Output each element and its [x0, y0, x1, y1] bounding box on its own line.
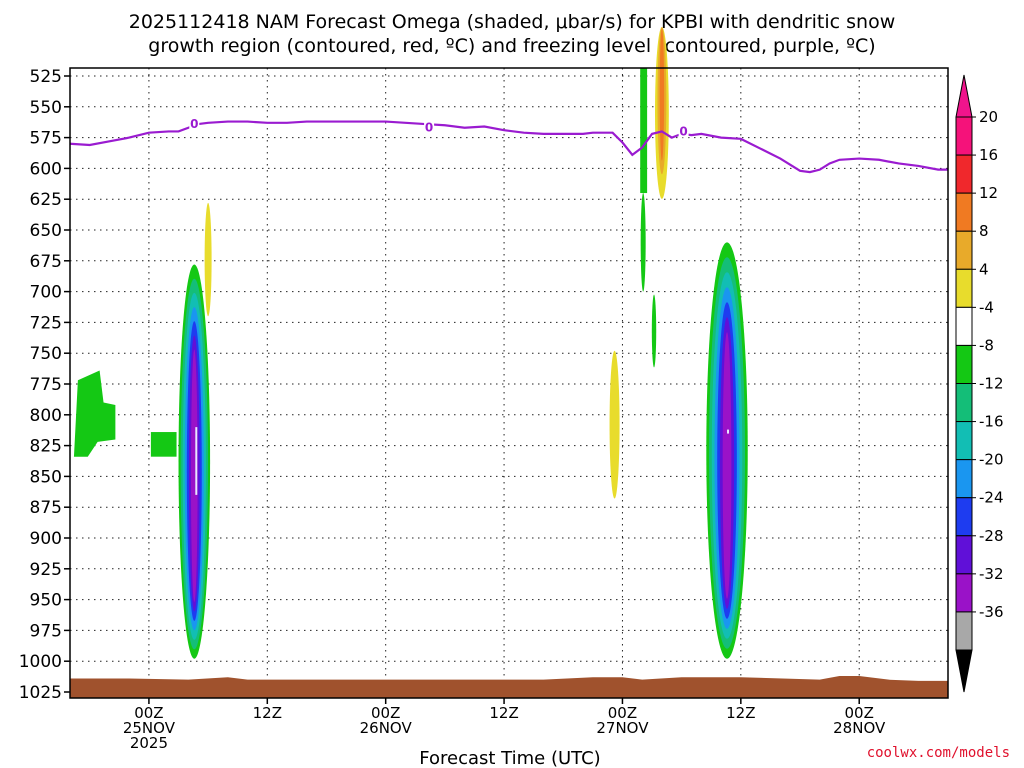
freezing-level-label: 0 [190, 117, 198, 131]
terrain-fill [70, 675, 948, 698]
colorbar-segment [955, 230, 973, 270]
rise-sliver-mid [640, 193, 646, 292]
colorbar-label: -28 [979, 527, 1004, 545]
colorbar-label: -24 [979, 489, 1004, 507]
omega-shading [73, 27, 748, 659]
y-tick-label: 950 [30, 591, 62, 611]
y-tick-label: 1025 [19, 683, 62, 703]
y-tick-label: 850 [30, 467, 62, 487]
x-tick-label: 00Z [134, 704, 163, 722]
freezing-level-label-bg [189, 117, 200, 131]
chart-title-line1: 2025112418 NAM Forecast Omega (shaded, μ… [129, 11, 896, 33]
colorbar-segment [955, 573, 973, 613]
y-tick-label: 550 [30, 98, 62, 118]
x-tick-label: 2025 [130, 734, 168, 752]
colorbar-label: -16 [979, 413, 1004, 431]
colorbar-label: -8 [979, 336, 994, 354]
y-tick-label: 775 [30, 375, 62, 395]
y-tick-label: 650 [30, 221, 62, 241]
y-tick-label: 725 [30, 313, 62, 333]
colorbar-top-arrow [955, 74, 973, 118]
colorbar-label: -4 [979, 298, 994, 316]
weak-sink-27nov [609, 350, 620, 499]
colorbar-label: -20 [979, 451, 1004, 469]
colorbar-segment [955, 344, 973, 384]
colorbar-segment [955, 535, 973, 575]
plot-area [70, 68, 948, 698]
x-tick-label: 12Z [726, 704, 755, 722]
x-tick-label: 27NOV [596, 719, 649, 737]
x-tick-label: 28NOV [833, 719, 886, 737]
colorbar-label: 4 [979, 260, 989, 278]
colorbar-segment [955, 497, 973, 537]
y-tick-label: 575 [30, 129, 62, 149]
sink-plume-core [659, 28, 665, 161]
x-tick-label: 12Z [253, 704, 282, 722]
weak-rise-blob-left [73, 370, 116, 457]
credit-text: coolwx.com/models [867, 745, 1010, 761]
colorbar-bottom-arrow [955, 649, 973, 693]
rise-sliver-top [640, 68, 648, 194]
y-tick-label: 600 [30, 159, 62, 179]
rise-sliver-low [651, 294, 657, 368]
y-tick-label: 700 [30, 283, 62, 303]
omega-column-27nov [722, 332, 732, 599]
colorbar-label: 16 [979, 146, 998, 164]
y-tick-label: 925 [30, 560, 62, 580]
colorbar-label: -36 [979, 603, 1004, 621]
x-tick-label: 25NOV [123, 719, 176, 737]
freezing-level-label-bg [424, 120, 435, 134]
y-tick-label: 625 [30, 190, 62, 210]
y-tick-label: 975 [30, 621, 62, 641]
omega-core-25nov [195, 427, 198, 495]
x-tick-label: 00Z [371, 704, 400, 722]
colorbar-segment [955, 154, 973, 194]
y-axis-ticks: 525 550 575 600 625 650 675 700 725 750 775 800 825 8… [19, 67, 70, 703]
colorbar-label: 12 [979, 184, 998, 202]
plot-frame [69, 67, 949, 699]
weak-sink-25nov [204, 202, 212, 317]
y-tick-label: 825 [30, 437, 62, 457]
y-tick-label: 875 [30, 498, 62, 518]
x-axis-label: Forecast Time (UTC) [419, 748, 600, 768]
weak-rise-blob-right [150, 432, 177, 457]
x-tick-label: 26NOV [360, 719, 413, 737]
colorbar-label: -32 [979, 565, 1004, 583]
colorbar-label: 20 [979, 108, 998, 126]
freezing-level-label: 0 [425, 121, 433, 135]
freezing-level-line [69, 120, 948, 174]
colorbar-segment [955, 459, 973, 499]
y-tick-label: 800 [30, 406, 62, 426]
x-tick-label: 00Z [608, 704, 637, 722]
colorbar-label: -12 [979, 375, 1004, 393]
omega-core-27nov [727, 429, 730, 434]
colorbar-segment [955, 421, 973, 461]
colorbar-segment [955, 383, 973, 423]
surface-terrain [70, 675, 948, 698]
colorbar-label: 8 [979, 222, 989, 240]
y-tick-label: 1000 [19, 652, 62, 672]
y-tick-label: 750 [30, 344, 62, 364]
omega-column-25nov [190, 349, 198, 602]
chart-title-line2: growth region (contoured, red, ºC) and f… [148, 35, 875, 57]
x-tick-label: 00Z [845, 704, 874, 722]
y-tick-label: 525 [30, 67, 62, 87]
freezing-level-contour: 0 0 0 [69, 117, 948, 174]
x-tick-label: 12Z [489, 704, 518, 722]
colorbar-segment [955, 611, 973, 651]
y-tick-label: 900 [30, 529, 62, 549]
colorbar-segment [955, 192, 973, 232]
freezing-level-label: 0 [679, 124, 687, 138]
colorbar-segment [955, 306, 973, 346]
y-tick-label: 675 [30, 252, 62, 272]
colorbar-segment [955, 268, 973, 308]
freezing-level-label-bg [678, 124, 689, 138]
colorbar-segment [955, 116, 973, 156]
colorbar: 20 16 12 8 4 -4 -8 -12 -16 -20 -24 -28 -32 -36 [955, 74, 1004, 693]
